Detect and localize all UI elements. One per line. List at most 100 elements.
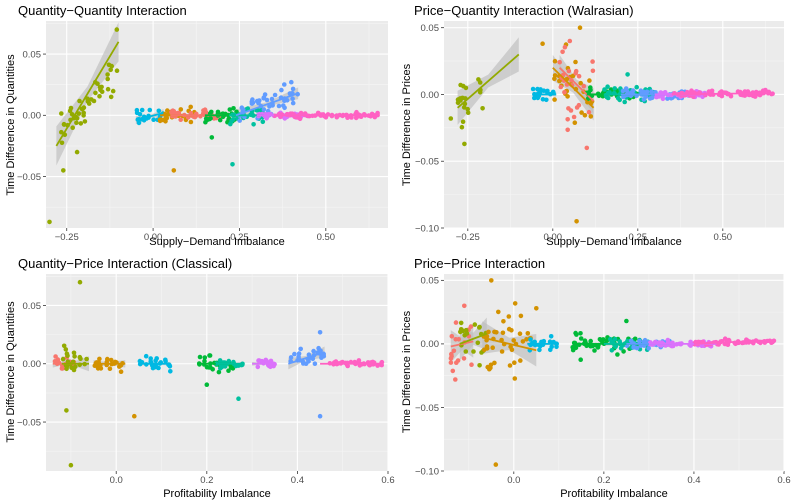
y-tick-label: −0.10 xyxy=(415,466,439,477)
data-point xyxy=(520,339,526,344)
panel-background xyxy=(46,21,388,228)
data-point xyxy=(742,93,748,98)
data-point xyxy=(562,44,568,50)
y-axis-label: Time Difference in Quantities xyxy=(5,301,17,443)
data-point xyxy=(59,111,64,116)
data-point xyxy=(461,356,467,361)
data-point xyxy=(644,89,650,95)
data-point xyxy=(61,122,67,127)
data-point xyxy=(499,349,505,354)
data-point xyxy=(588,114,594,119)
data-point xyxy=(622,99,627,105)
y-tick-label: 0.05 xyxy=(421,276,440,287)
data-point-outlier xyxy=(114,27,120,32)
data-point xyxy=(206,365,212,370)
data-point xyxy=(665,96,670,101)
data-point xyxy=(588,338,593,344)
x-tick-label: 0.00 xyxy=(544,232,563,243)
data-point xyxy=(630,88,636,93)
data-point xyxy=(157,117,163,122)
data-point xyxy=(251,122,256,127)
data-point xyxy=(511,338,516,343)
data-point xyxy=(272,92,278,98)
data-point xyxy=(488,365,493,371)
data-point-outlier xyxy=(47,219,52,225)
data-point xyxy=(185,115,191,120)
data-point xyxy=(458,320,464,326)
data-point xyxy=(61,343,67,349)
x-tick-label: 0.4 xyxy=(291,475,304,486)
data-point xyxy=(188,119,194,125)
fit-line xyxy=(135,111,164,122)
data-point xyxy=(547,339,553,345)
data-point xyxy=(84,356,89,362)
data-point xyxy=(530,86,536,92)
data-point xyxy=(590,59,595,64)
data-point xyxy=(136,120,142,126)
data-point xyxy=(80,106,85,112)
data-point xyxy=(586,109,592,115)
data-point-outlier xyxy=(624,318,629,324)
data-point xyxy=(143,353,149,359)
data-point xyxy=(453,337,459,342)
fit-line xyxy=(558,67,595,102)
data-point xyxy=(552,76,557,81)
data-point xyxy=(269,96,275,102)
data-point xyxy=(65,359,71,365)
data-point xyxy=(609,348,615,353)
data-point-outlier xyxy=(204,382,210,388)
data-point xyxy=(97,94,102,99)
data-point-outlier xyxy=(317,330,323,335)
data-point xyxy=(477,363,482,368)
data-point-outlier xyxy=(209,135,215,140)
data-point xyxy=(517,331,523,337)
data-point xyxy=(203,119,208,125)
data-point xyxy=(231,106,236,111)
data-point xyxy=(151,117,156,122)
data-point-outlier xyxy=(64,408,69,413)
data-point xyxy=(643,94,649,99)
data-point xyxy=(507,363,513,368)
data-point xyxy=(69,112,75,117)
data-point xyxy=(472,322,478,327)
data-point-outlier xyxy=(74,149,80,155)
data-point xyxy=(292,351,297,357)
data-point xyxy=(227,107,233,112)
y-tick-label: 0.00 xyxy=(421,339,440,350)
data-point xyxy=(570,347,576,353)
data-point xyxy=(621,349,626,354)
data-point xyxy=(74,120,79,126)
data-point xyxy=(469,362,474,368)
data-point xyxy=(98,87,103,93)
data-point xyxy=(237,118,242,123)
data-point xyxy=(137,358,143,364)
data-point xyxy=(60,356,66,362)
data-point xyxy=(602,87,607,92)
data-point-outlier xyxy=(462,141,467,147)
x-axis-label: Supply−Demand Imbalance xyxy=(149,236,284,248)
fit-line xyxy=(457,53,520,109)
data-point xyxy=(455,100,461,105)
data-point xyxy=(451,348,457,354)
data-layer xyxy=(52,279,385,468)
data-point xyxy=(646,346,651,351)
data-point xyxy=(134,107,140,113)
data-point xyxy=(468,324,474,329)
chart-panel-3: 0.0 0.2 0.4 0.6 −0.05 0.00 0.05 Quantity−Price … xyxy=(5,256,395,500)
data-point xyxy=(170,108,176,113)
data-point xyxy=(91,98,97,104)
data-point xyxy=(482,347,487,353)
data-point xyxy=(153,358,158,364)
data-point-outlier xyxy=(448,116,454,121)
data-point xyxy=(257,358,262,363)
fit-line xyxy=(288,351,325,365)
panel-background xyxy=(444,21,784,228)
y-tick-label: 0.05 xyxy=(23,49,42,60)
y-tick-label: 0.00 xyxy=(23,111,42,122)
x-tick-label: 0.25 xyxy=(629,232,648,243)
data-point xyxy=(649,89,654,94)
data-point xyxy=(506,314,512,319)
x-tick-label: 0.0 xyxy=(110,475,123,486)
data-point xyxy=(296,351,302,356)
